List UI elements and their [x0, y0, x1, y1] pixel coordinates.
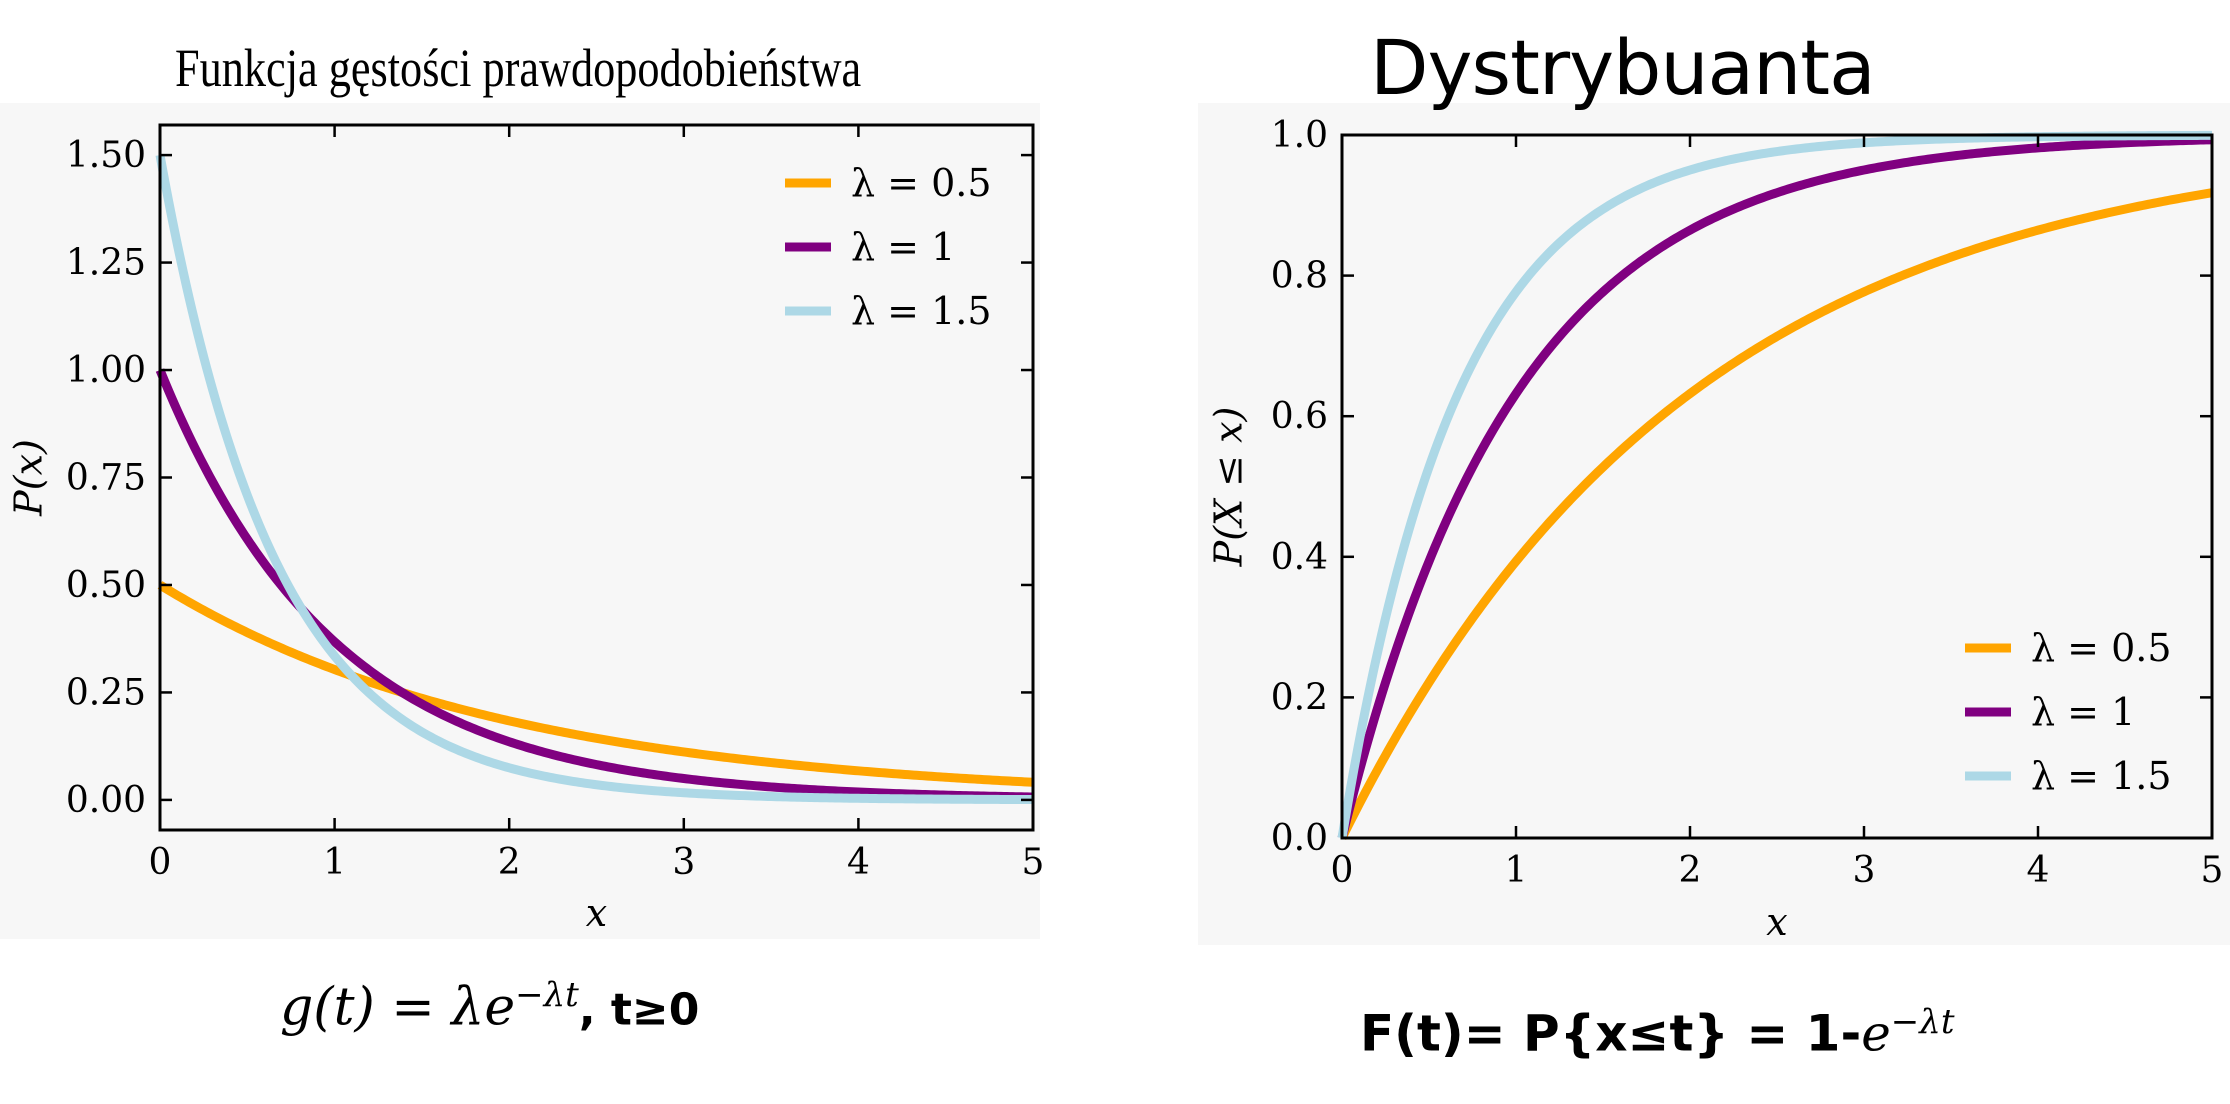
cdf-y-tick-label-4: 0.8 [1271, 256, 1328, 297]
pdf-series-line-0 [157, 581, 1035, 787]
cdf-formula-exponent: −λt [1890, 1002, 1955, 1042]
pdf-y-tick-label-4: 1.00 [66, 350, 146, 391]
pdf-formula: g(t) = λe−λt, t≥0 [280, 955, 700, 1038]
cdf-series-line-1 [1337, 135, 2214, 840]
pdf-y-axis-label: P(x) [7, 439, 51, 517]
cdf-x-tick-label-0: 0 [1331, 850, 1354, 891]
cdf-y-tick-label-2: 0.4 [1271, 537, 1328, 578]
pdf-y-tick-label-3: 0.75 [66, 458, 146, 499]
pdf-formula-condition: , t≥0 [578, 984, 700, 1036]
pdf-series-line-2 [155, 154, 1035, 805]
pdf-y-tick-label-1: 0.25 [66, 672, 146, 713]
cdf-y-tick-label-1: 0.2 [1271, 677, 1328, 718]
cdf-y-axis-label: P(X ≤ x) [1207, 407, 1251, 568]
pdf-y-tick-label-0: 0.00 [66, 780, 146, 821]
cdf-x-tick-label-1: 1 [1505, 850, 1528, 891]
cdf-y-tick-label-3: 0.6 [1271, 396, 1328, 437]
cdf-legend-label-2: λ = 1.5 [2031, 754, 2172, 798]
pdf-x-tick-label-2: 2 [498, 842, 521, 883]
pdf-x-tick-label-4: 4 [847, 842, 870, 883]
right-chart-title: Dystrybuanta [1370, 23, 1876, 112]
pdf-x-tick-label-3: 3 [672, 842, 695, 883]
cdf-formula-e: e [1861, 1004, 1891, 1063]
cdf-y-tick-label-5: 1.0 [1271, 115, 1328, 156]
cdf-series-line-0 [1337, 188, 2214, 841]
cdf-x-tick-label-4: 4 [2027, 850, 2050, 891]
left-chart-title: Funkcja gęstości prawdopodobieństwa [175, 38, 862, 98]
cdf-x-tick-label-2: 2 [1679, 850, 1702, 891]
cdf-x-tick-label-3: 3 [1853, 850, 1876, 891]
cdf-y-tick-label-0: 0.0 [1271, 818, 1328, 859]
cdf-formula-main: F(t)= P{x≤t} = 1- [1360, 1004, 1862, 1063]
cdf-formula: F(t)= P{x≤t} = 1-e−λt [1360, 982, 1955, 1063]
pdf-x-tick-label-0: 0 [149, 842, 172, 883]
cdf-x-tick-label-5: 5 [2201, 850, 2224, 891]
cdf-x-axis-label: x [1766, 900, 1787, 944]
right-plot-background [1198, 103, 2230, 945]
pdf-y-tick-label-5: 1.25 [66, 243, 146, 284]
pdf-x-tick-label-1: 1 [323, 842, 346, 883]
pdf-formula-main: g(t) = λe [280, 977, 516, 1038]
pdf-x-axis-label: x [586, 891, 607, 935]
pdf-formula-exponent: −λt [515, 975, 579, 1015]
pdf-y-tick-label-6: 1.50 [66, 135, 146, 176]
cdf-legend-label-0: λ = 0.5 [2031, 626, 2172, 670]
pdf-legend-label-2: λ = 1.5 [851, 289, 992, 333]
cdf-legend-label-1: λ = 1 [2031, 690, 2135, 734]
pdf-y-tick-label-2: 0.50 [66, 565, 146, 606]
cdf-plot-frame [1340, 133, 2214, 840]
pdf-legend-label-0: λ = 0.5 [851, 161, 992, 205]
pdf-legend-label-1: λ = 1 [851, 225, 955, 269]
pdf-x-tick-label-5: 5 [1022, 842, 1045, 883]
